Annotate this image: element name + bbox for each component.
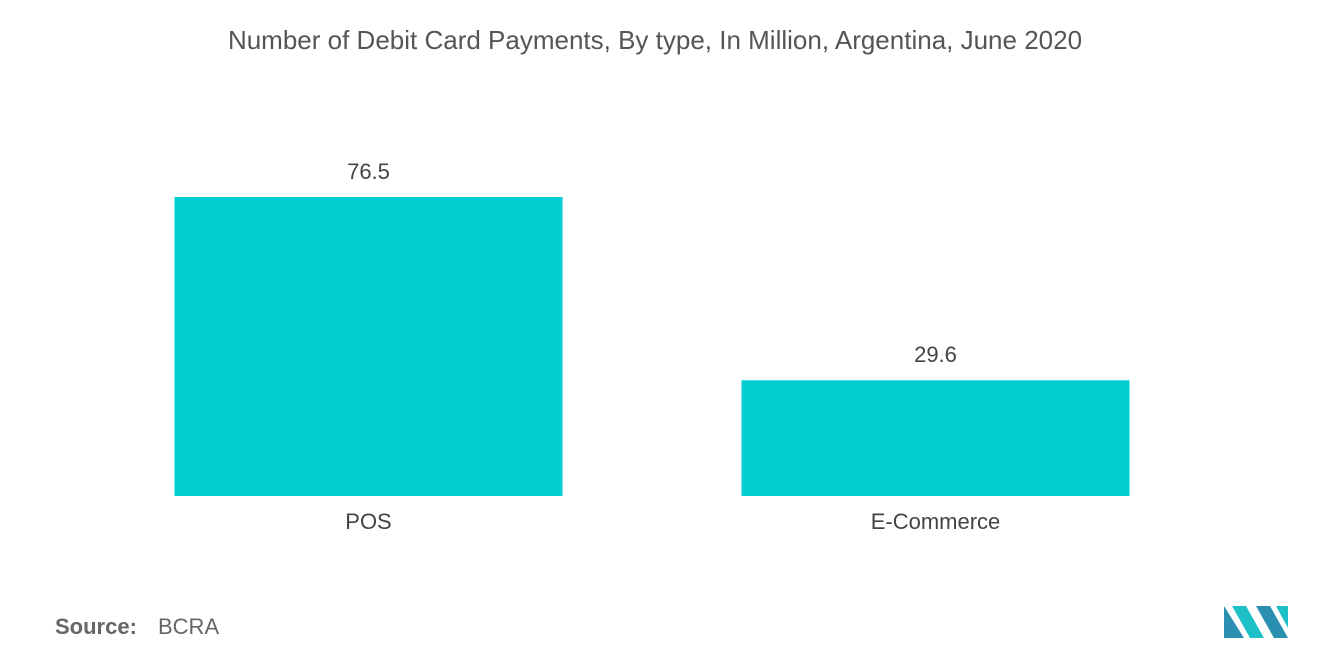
value-label: 29.6	[914, 342, 957, 367]
chart-title: Number of Debit Card Payments, By type, …	[228, 25, 1082, 55]
source: BCRA	[158, 614, 219, 639]
logo	[1224, 606, 1288, 638]
bar	[174, 197, 563, 496]
x-tick-label: E-Commerce	[871, 509, 1001, 534]
value-label: 76.5	[347, 159, 390, 184]
source-label: Source:	[55, 614, 137, 639]
x-tick-label: POS	[345, 509, 391, 534]
bar	[741, 380, 1130, 496]
